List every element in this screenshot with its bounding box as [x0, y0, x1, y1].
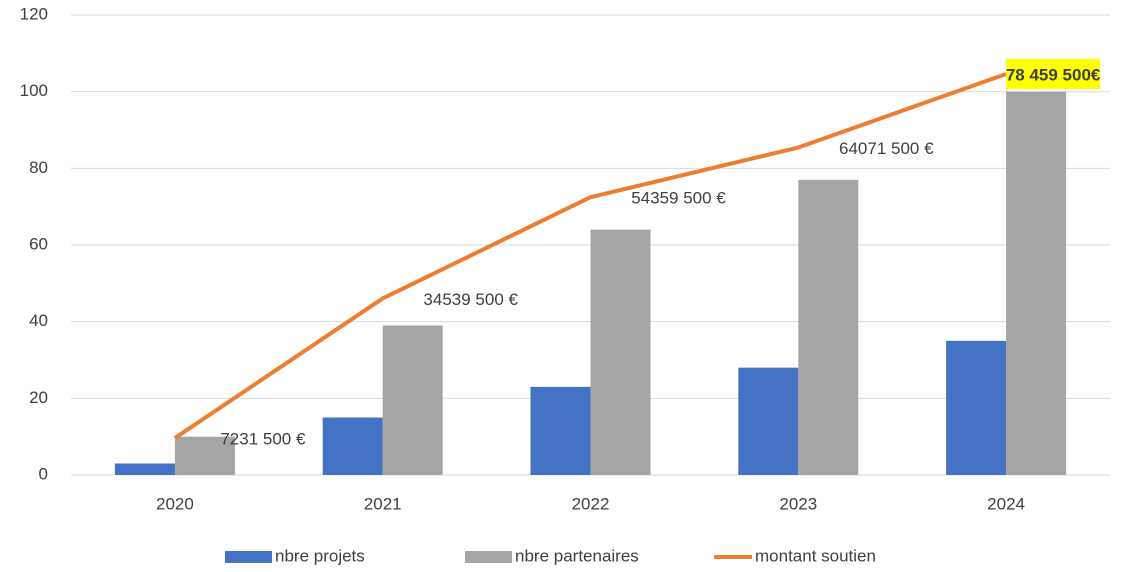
- data-label: 34539 500 €: [423, 290, 518, 309]
- data-label: 54359 500 €: [631, 189, 726, 208]
- legend-label: nbre projets: [275, 546, 365, 565]
- y-tick-label: 0: [39, 464, 48, 483]
- legend-swatch: [465, 551, 512, 563]
- y-tick-label: 80: [29, 158, 48, 177]
- bar: [738, 367, 799, 475]
- bar: [946, 340, 1007, 475]
- y-tick-label: 120: [20, 4, 48, 23]
- highlight-label: 78 459 500€: [1006, 58, 1101, 89]
- label-background: [1006, 58, 1101, 89]
- y-tick-label: 60: [29, 234, 48, 253]
- y-tick-label: 40: [29, 311, 48, 330]
- bar: [322, 417, 383, 475]
- x-tick-label: 2023: [779, 494, 817, 513]
- bar: [1006, 91, 1067, 476]
- bar: [590, 229, 651, 475]
- x-tick-label: 2024: [987, 494, 1025, 513]
- x-tick-label: 2022: [572, 494, 610, 513]
- bar: [530, 386, 591, 475]
- bar: [174, 436, 235, 475]
- x-tick-label: 2020: [156, 494, 194, 513]
- legend-swatch: [225, 551, 272, 563]
- y-tick-label: 20: [29, 388, 48, 407]
- bar: [382, 325, 443, 475]
- bar: [114, 463, 175, 475]
- data-label: 7231 500 €: [220, 430, 306, 449]
- legend-label: nbre partenaires: [515, 546, 639, 565]
- legend-label: montant soutien: [755, 546, 876, 565]
- bar: [798, 179, 859, 476]
- line: [173, 72, 1007, 440]
- data-label: 78 459 500€: [1006, 65, 1101, 84]
- x-tick-label: 2021: [364, 494, 402, 513]
- y-tick-label: 100: [20, 81, 48, 100]
- data-label: 64071 500 €: [839, 139, 934, 158]
